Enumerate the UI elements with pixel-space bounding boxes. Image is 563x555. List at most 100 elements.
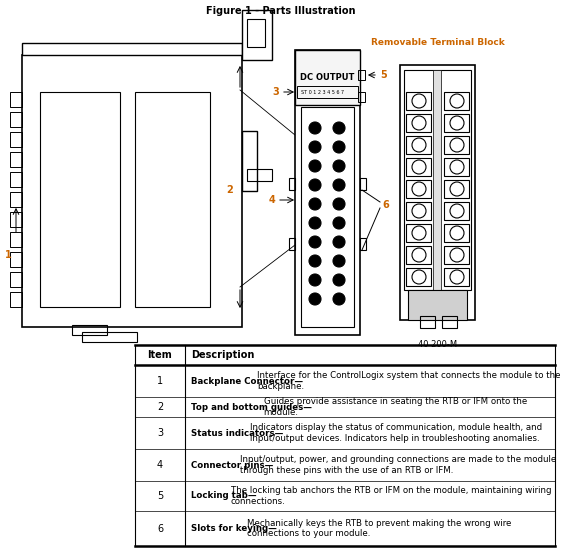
Text: Guides provide assistance in seating the RTB or IFM onto the module.: Guides provide assistance in seating the… [263,397,527,417]
Text: 3: 3 [157,428,163,438]
Bar [242,131,257,191]
Text: Interface for the ControlLogix system that connects the module to the backplane.: Interface for the ControlLogix system th… [257,371,561,391]
Text: 4: 4 [268,195,275,205]
Circle shape [412,270,426,284]
Bar [433,70,441,290]
Circle shape [450,248,464,262]
Bar [22,43,242,55]
Circle shape [333,217,345,229]
Circle shape [333,274,345,286]
Circle shape [412,138,426,152]
Bar [295,50,360,335]
Bar [406,114,431,132]
Circle shape [450,204,464,218]
Bar [406,224,431,242]
Text: Figure 1 - Parts Illustration: Figure 1 - Parts Illustration [206,6,356,16]
Bar [444,268,469,286]
Bar [135,92,210,307]
Circle shape [333,160,345,172]
Text: Removable Terminal Block: Removable Terminal Block [370,38,504,47]
Bar [242,10,272,60]
Circle shape [333,293,345,305]
Circle shape [333,255,345,267]
Text: Slots for keying—: Slots for keying— [191,524,277,533]
Circle shape [412,94,426,108]
Circle shape [309,293,321,305]
Circle shape [333,141,345,153]
Bar [358,70,365,80]
Bar [10,252,22,267]
Bar [22,55,242,327]
Circle shape [412,116,426,130]
Text: Input/output, power, and grounding connections are made to the module through th: Input/output, power, and grounding conne… [240,455,557,475]
Bar [444,246,469,264]
Circle shape [450,116,464,130]
Text: 4: 4 [157,460,163,470]
Bar [10,152,22,167]
Bar [247,169,272,181]
Bar [72,325,107,335]
Bar [406,180,431,198]
Bar [400,65,475,320]
Bar [301,107,354,327]
Text: 5: 5 [380,70,387,80]
Circle shape [309,122,321,134]
Text: Status indicators—: Status indicators— [191,428,283,437]
Circle shape [309,236,321,248]
Text: 1: 1 [5,250,11,260]
Text: 2: 2 [227,185,234,195]
Bar [444,136,469,154]
Circle shape [412,226,426,240]
Circle shape [450,160,464,174]
Bar [442,316,457,328]
Text: 6: 6 [382,200,388,210]
Bar [408,290,467,320]
Circle shape [333,122,345,134]
Text: ST 0 1 2 3 4 5 6 7: ST 0 1 2 3 4 5 6 7 [301,89,344,94]
Text: The locking tab anchors the RTB or IFM on the module, maintaining wiring connect: The locking tab anchors the RTB or IFM o… [231,486,551,506]
Circle shape [412,160,426,174]
Bar [295,50,360,105]
Circle shape [450,270,464,284]
Circle shape [333,179,345,191]
Bar [406,246,431,264]
Bar [289,178,295,190]
Text: 6: 6 [157,523,163,533]
Text: Backplane Connector—: Backplane Connector— [191,376,303,386]
Circle shape [333,236,345,248]
Text: 1: 1 [157,376,163,386]
Bar [406,158,431,176]
Text: 3: 3 [272,87,279,97]
Circle shape [309,274,321,286]
Bar [358,92,365,102]
Circle shape [309,179,321,191]
Text: Item: Item [148,350,172,360]
Bar [10,212,22,227]
Text: 40 200-M: 40 200-M [418,340,457,349]
Bar [10,132,22,147]
Bar [406,92,431,110]
Bar [40,92,120,307]
Bar [82,332,137,342]
Bar [444,114,469,132]
Bar [444,224,469,242]
Circle shape [450,138,464,152]
Text: Connector pins—: Connector pins— [191,461,274,470]
Circle shape [412,182,426,196]
Circle shape [412,204,426,218]
Bar [289,238,295,250]
Text: Top and bottom guides—: Top and bottom guides— [191,402,312,411]
Bar [10,192,22,207]
Bar [360,238,366,250]
Text: 5: 5 [157,491,163,501]
Circle shape [333,198,345,210]
Text: Locking tab—: Locking tab— [191,492,257,501]
Bar [420,316,435,328]
Bar [10,92,22,107]
Bar [444,202,469,220]
Text: DC OUTPUT: DC OUTPUT [300,73,355,83]
Bar [406,202,431,220]
Bar [10,112,22,127]
Bar [10,292,22,307]
Bar [360,178,366,190]
